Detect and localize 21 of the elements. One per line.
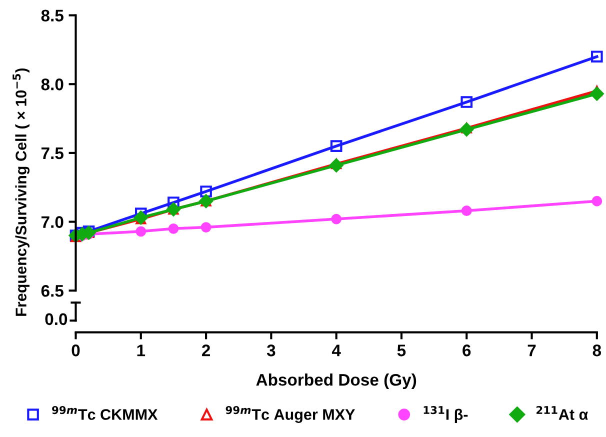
legend-label: $^{99m}$Tc Auger MXY	[226, 406, 355, 423]
y-tick-label: 7.5	[41, 148, 64, 160]
text: 0.0	[45, 313, 68, 326]
x-tick-label: 8	[592, 344, 602, 356]
x-tick-label: 7	[528, 344, 536, 356]
y-tick-label: 6.5	[41, 285, 64, 297]
y-tick-label: 8.5	[41, 10, 64, 22]
legend-label: $^{99m}$Tc CKMMX	[52, 406, 158, 420]
x-tick-label: 1	[137, 344, 146, 356]
legend-label: $^{211}$At α	[536, 406, 588, 420]
x-tick-label: 3	[266, 344, 276, 356]
y-axis-title: Frequency/Surviving Cell ( × 10$^{−5}$)	[12, 68, 30, 316]
legend-label: $^{131}$I β-	[424, 406, 468, 423]
y-tick-label: 7.0	[41, 216, 64, 228]
x-tick-label: 0	[72, 344, 80, 356]
x-axis-title: Absorbed Dose (Gy)	[256, 374, 416, 390]
x-tick-label: 2	[202, 344, 210, 356]
y-tick-label: 8.0	[41, 78, 64, 90]
x-tick-label: 5	[397, 344, 406, 356]
x-tick-label: 4	[332, 344, 341, 356]
x-tick-label: 6	[462, 344, 471, 356]
